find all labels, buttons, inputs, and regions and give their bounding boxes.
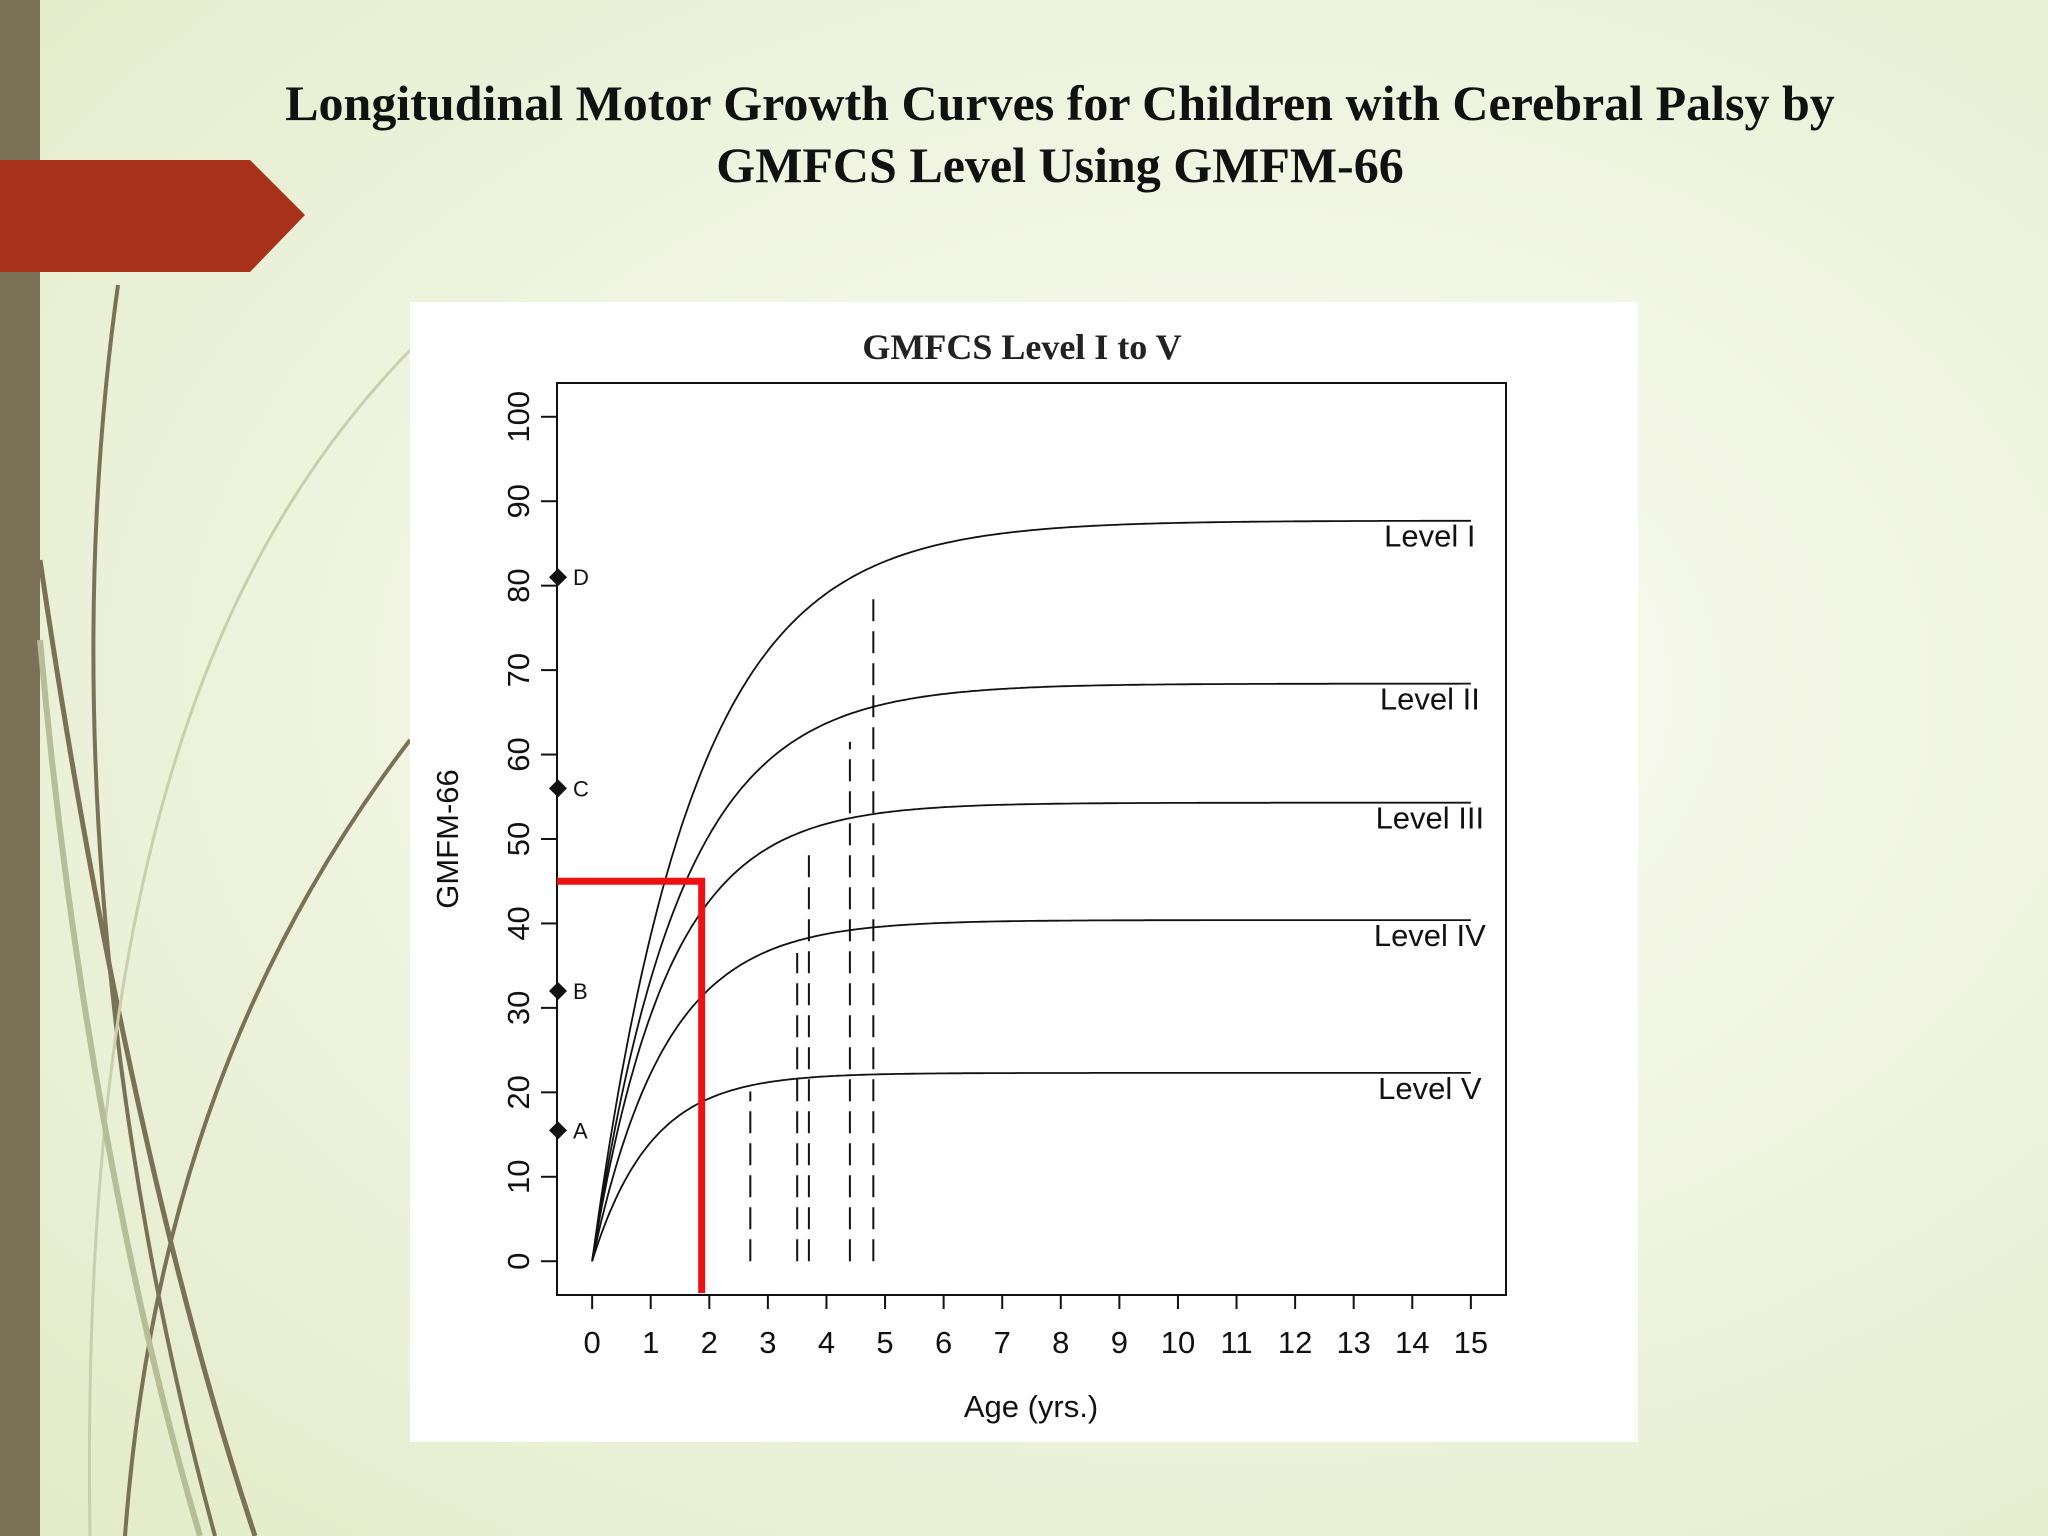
chart-panel: GMFCS Level I to V 0 10 20 30 40 50 60 70 80 90 10… (410, 302, 1638, 1442)
x-tick-label: 11 (1220, 1325, 1252, 1360)
decorative-swoosh (0, 160, 422, 1536)
y-tick-label: 60 (501, 737, 536, 771)
marker-diamond (549, 982, 567, 1000)
curves (591, 519, 1471, 1262)
x-tick-label: 6 (935, 1325, 952, 1360)
curve-level-iii (591, 801, 1471, 1262)
x-axis-label: Age (yrs.) (964, 1389, 1098, 1424)
x-tick-label: 8 (1052, 1325, 1069, 1360)
marker-label: D (573, 565, 589, 590)
dashed-lines (749, 594, 875, 1262)
y-tick-label: 70 (501, 653, 536, 687)
curve-label: Level IV (1374, 918, 1486, 953)
curve-level-i (591, 519, 1471, 1262)
marker-diamond (549, 779, 567, 798)
curve-label: Level V (1378, 1071, 1482, 1106)
x-tick-label: 13 (1336, 1325, 1370, 1360)
x-tick-label: 14 (1395, 1325, 1429, 1360)
curve-level-ii (591, 682, 1471, 1262)
highlight (557, 877, 706, 1293)
x-tick-label: 5 (876, 1325, 893, 1360)
x-tick-label: 7 (994, 1325, 1011, 1360)
chart-title: GMFCS Level I to V (862, 327, 1181, 367)
slide-title-line-1: Longitudinal Motor Growth Curves for Chi… (285, 75, 1835, 131)
curve-level-iv (591, 919, 1471, 1262)
x-tick-label: 9 (1111, 1325, 1128, 1360)
y-tick-label: 90 (501, 484, 536, 518)
growth-curves-chart: GMFCS Level I to V 010203040506070809010… (430, 327, 1507, 1424)
x-tick-label: 2 (701, 1325, 718, 1360)
y-tick-label: 40 (501, 906, 536, 940)
x-tick-label: 10 (1161, 1325, 1195, 1360)
x-tick-label: 12 (1278, 1325, 1312, 1360)
curve-label: Level III (1376, 801, 1485, 836)
y-tick-label: 80 (501, 568, 536, 602)
slide-title: Longitudinal Motor Growth Curves for Chi… (220, 72, 1900, 196)
y-tick-label: 50 (501, 822, 536, 856)
markers: A B C D (549, 565, 589, 1143)
y-tick-label: 20 (501, 1075, 536, 1109)
highlight-line (557, 877, 706, 1293)
y-tick-label: 10 (501, 1160, 536, 1194)
marker-diamond (549, 568, 567, 587)
y-axis-label: GMFM-66 (430, 769, 465, 909)
curve-label: Level I (1384, 519, 1475, 554)
y-tick-label: 30 (501, 991, 536, 1025)
y-tick-label: 0 (501, 1253, 536, 1270)
arrow-banner (0, 160, 305, 272)
marker-label: A (573, 1118, 588, 1143)
x-tick-label: 4 (818, 1325, 835, 1360)
x-axis: 0 1 2 3 4 5 6 7 8 9 10 11 12 13 14 15 (584, 1295, 1488, 1360)
marker-diamond (549, 1121, 567, 1140)
y-axis: 0 10 20 30 40 50 60 70 80 90 100 (501, 391, 557, 1270)
x-tick-label: 15 (1454, 1325, 1488, 1360)
x-tick-label: 1 (642, 1325, 659, 1360)
x-tick-label: 0 (584, 1325, 601, 1360)
curve-label: Level II (1380, 682, 1480, 717)
curve-level-v (591, 1072, 1471, 1262)
y-tick-label: 100 (501, 391, 536, 443)
marker-label: C (573, 776, 589, 801)
x-tick-label: 3 (759, 1325, 776, 1360)
slide-title-line-2: GMFCS Level Using GMFM-66 (716, 137, 1404, 193)
curve-labels: Level I Level II Level III Level IV Level V (1374, 519, 1486, 1106)
marker-label: B (573, 979, 588, 1004)
